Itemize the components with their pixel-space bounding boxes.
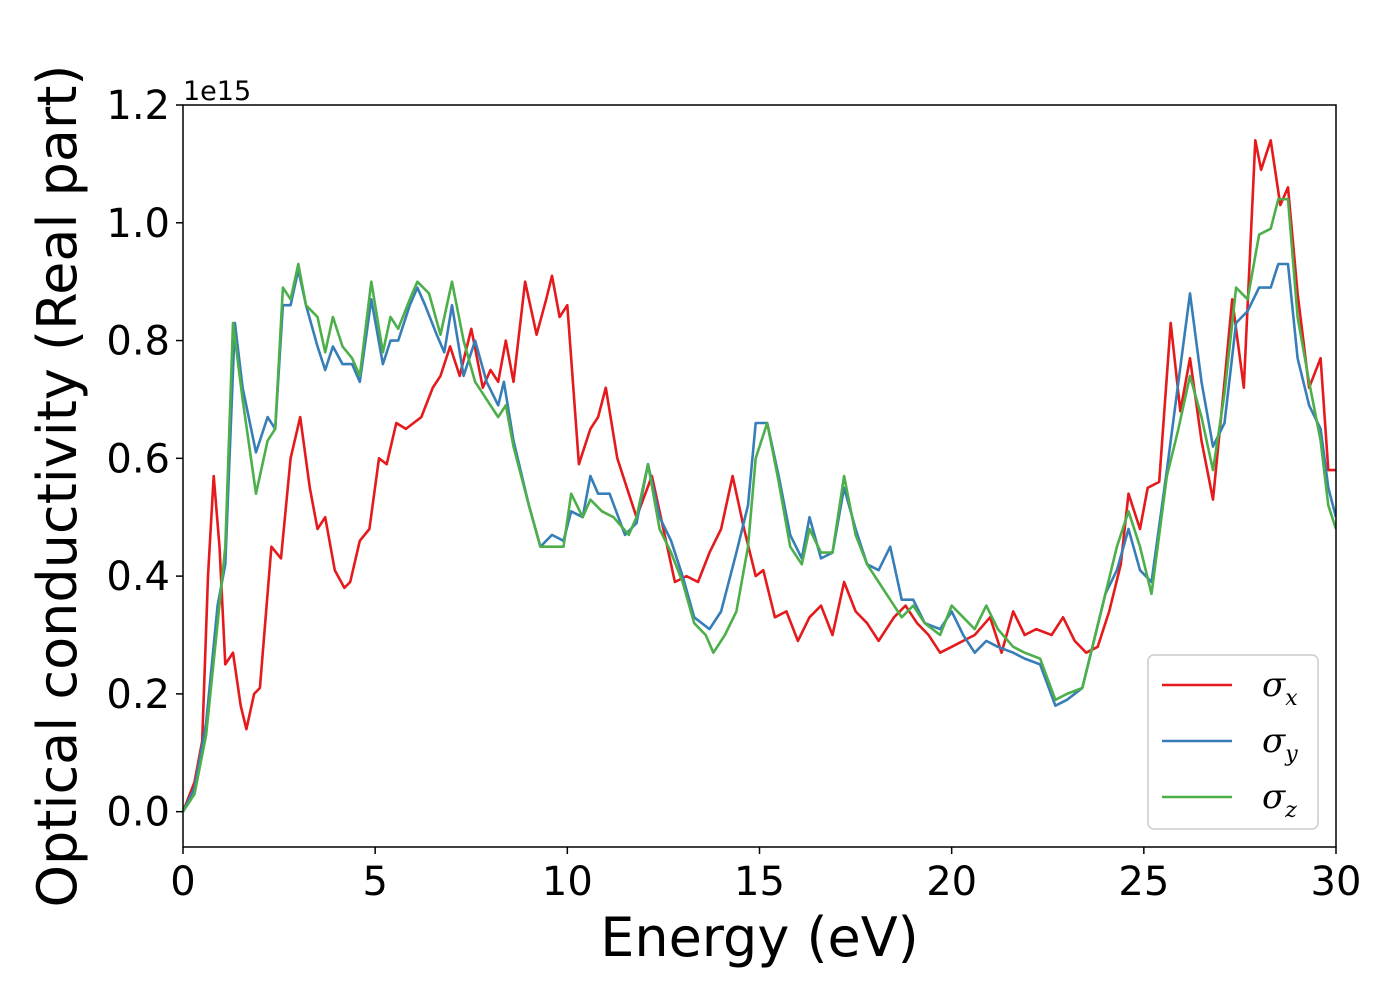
x-tick-label: 30 [1311,859,1362,905]
x-tick-label: 0 [170,859,195,905]
series-line-x [183,139,1336,813]
x-tick-label: 15 [734,859,785,905]
x-axis-label: Energy (eV) [600,906,919,969]
y-tick-label: 0.0 [106,790,170,836]
legend-subscript: y [1284,742,1298,767]
legend-label-y: σy [1262,721,1298,767]
y-offset-text: 1e15 [183,76,251,107]
series-line-z [183,197,1336,813]
legend-symbol: σ [1262,721,1286,761]
y-axis-label: Optical conductivity (Real part) [26,65,89,908]
legend-subscript: z [1284,798,1297,823]
y-tick-label: 0.4 [106,554,170,600]
legend-symbol: σ [1262,665,1286,705]
y-tick-label: 0.2 [106,672,170,718]
x-tick-label: 20 [926,859,977,905]
series-layer [183,139,1336,813]
y-tick-label: 1.0 [106,201,170,247]
series-line-y [183,262,1336,813]
legend-label-x: σx [1262,665,1298,711]
legend-box [1147,654,1319,830]
legend-subscript: x [1285,686,1298,711]
legend-label-z: σz [1262,777,1297,823]
legend-symbol: σ [1262,777,1286,817]
x-tick-label: 5 [362,859,387,905]
y-tick-label: 1.2 [106,83,170,129]
y-tick-label: 0.8 [106,319,170,365]
y-tick-label: 0.6 [106,436,170,482]
ticks-layer: 0 5 10 15 20 25 30 0.0 0.2 0.4 0.6 0.8 1.0 1.2 [106,83,1361,905]
x-tick-label: 25 [1118,859,1169,905]
x-tick-label: 10 [542,859,593,905]
